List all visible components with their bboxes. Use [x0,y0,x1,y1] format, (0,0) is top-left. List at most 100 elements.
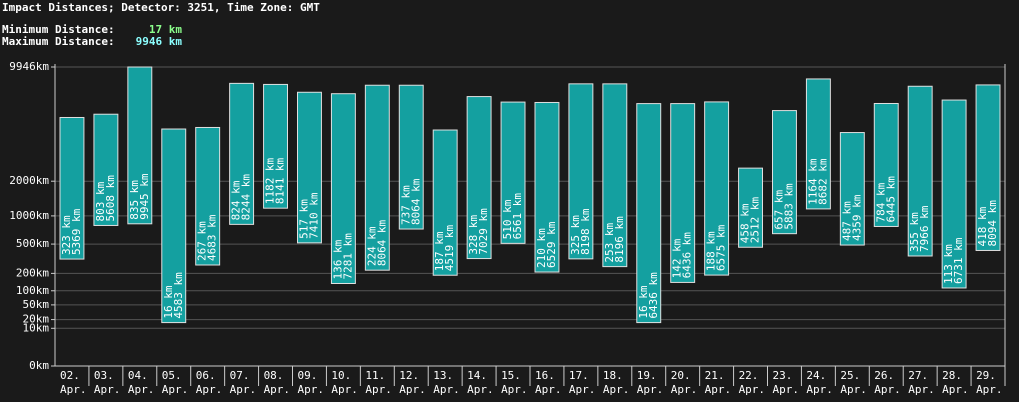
min-label: 458 km [739,203,752,243]
x-tick-label: 29. [976,369,996,382]
summary-label: Minimum Distance: [2,23,115,36]
min-label: 253 km [603,223,616,263]
range-bar [670,103,696,283]
min-label: 418 km [976,206,989,246]
min-label: 824 km [230,180,243,220]
min-label: 210 km [535,228,548,268]
x-tick-label: Apr. [942,383,969,396]
max-label: 6575 km [715,224,728,271]
x-tick-label: 20. [671,369,691,382]
max-label: 7966 km [918,205,931,252]
range-bar [975,84,1001,251]
max-label: 6561 km [511,193,524,240]
max-label: 5608 km [104,175,117,222]
x-tick-label: 05. [162,369,182,382]
range-bar [466,96,492,260]
max-label: 4583 km [172,272,185,319]
max-label: 8094 km [986,200,999,247]
range-bar [263,83,289,209]
y-tick-label: 500km [16,237,49,250]
max-label: 8064 km [375,219,388,266]
x-tick-label: Apr. [773,383,800,396]
max-label: 7029 km [477,208,490,255]
range-bar [568,83,594,260]
range-bar [161,128,187,324]
x-tick-label: 22. [739,369,759,382]
min-label: 517 km [297,199,310,239]
x-tick-label: 17. [569,369,589,382]
range-bar [93,113,119,226]
max-label: 4519 km [443,224,456,271]
y-tick-label: 2000km [9,174,49,187]
y-tick-label: 0km [29,359,49,372]
min-label: 325 km [569,215,582,255]
min-label: 657 km [772,190,785,230]
x-tick-label: 04. [128,369,148,382]
max-label: 5883 km [782,183,795,230]
x-tick-label: Apr. [60,383,87,396]
x-tick-label: 28. [942,369,962,382]
x-tick-label: Apr. [535,383,562,396]
x-tick-label: 11. [365,369,385,382]
range-bar [229,82,255,225]
min-label: 784 km [874,182,887,222]
x-tick-label: Apr. [671,383,698,396]
range-bar [398,84,424,230]
max-label: 8198 km [579,208,592,255]
x-tick-label: Apr. [806,383,833,396]
min-label: 188 km [705,231,718,271]
range-bar [330,93,356,285]
x-tick-label: Apr. [976,383,1003,396]
min-label: 328 km [467,214,480,254]
y-tick-label: 9946km [9,60,49,73]
x-tick-label: Apr. [637,383,664,396]
range-bar [772,110,797,235]
max-label: 6436 km [647,272,660,319]
x-tick-label: 03. [94,369,114,382]
x-tick-label: Apr. [467,383,494,396]
max-label: 4683 km [206,214,219,261]
x-tick-label: 24. [806,369,826,382]
min-label: 187 km [433,231,446,271]
min-label: 355 km [908,212,921,252]
x-tick-label: Apr. [603,383,630,396]
x-tick-label: 06. [196,369,216,382]
range-bar [432,129,458,276]
max-label: 7281 km [341,233,354,280]
x-tick-label: Apr. [908,383,935,396]
min-label: 737 km [399,185,412,225]
x-tick-label: 08. [264,369,284,382]
range-bar [839,132,865,246]
max-label: 5369 km [70,208,83,255]
max-label: 8196 km [613,216,626,263]
x-tick-label: 23. [773,369,793,382]
max-label: 8682 km [816,158,829,205]
x-tick-label: Apr. [94,383,121,396]
max-label: 6445 km [884,176,897,223]
min-label: 224 km [365,226,378,266]
range-bar [805,78,831,210]
range-bar [195,126,221,266]
max-label: 7410 km [307,192,320,239]
x-tick-label: Apr. [162,383,189,396]
x-tick-label: 15. [501,369,521,382]
x-tick-label: 19. [637,369,657,382]
range-bar [127,66,153,225]
x-tick-label: Apr. [739,383,766,396]
range-bar [364,84,390,271]
x-tick-label: Apr. [874,383,901,396]
min-label: 835 km [128,180,141,220]
x-tick-label: Apr. [128,383,155,396]
max-label: 6731 km [952,237,965,284]
x-tick-label: 21. [705,369,725,382]
summary-value: 9946 km [136,35,183,48]
range-bar [873,102,899,227]
min-label: 1182 km [264,157,277,204]
summary-label: Maximum Distance: [2,35,115,48]
range-bar [297,91,322,244]
x-tick-label: 13. [433,369,453,382]
x-tick-label: Apr. [331,383,358,396]
summary-value: 17 km [149,23,182,36]
y-tick-label: 10km [23,321,50,334]
